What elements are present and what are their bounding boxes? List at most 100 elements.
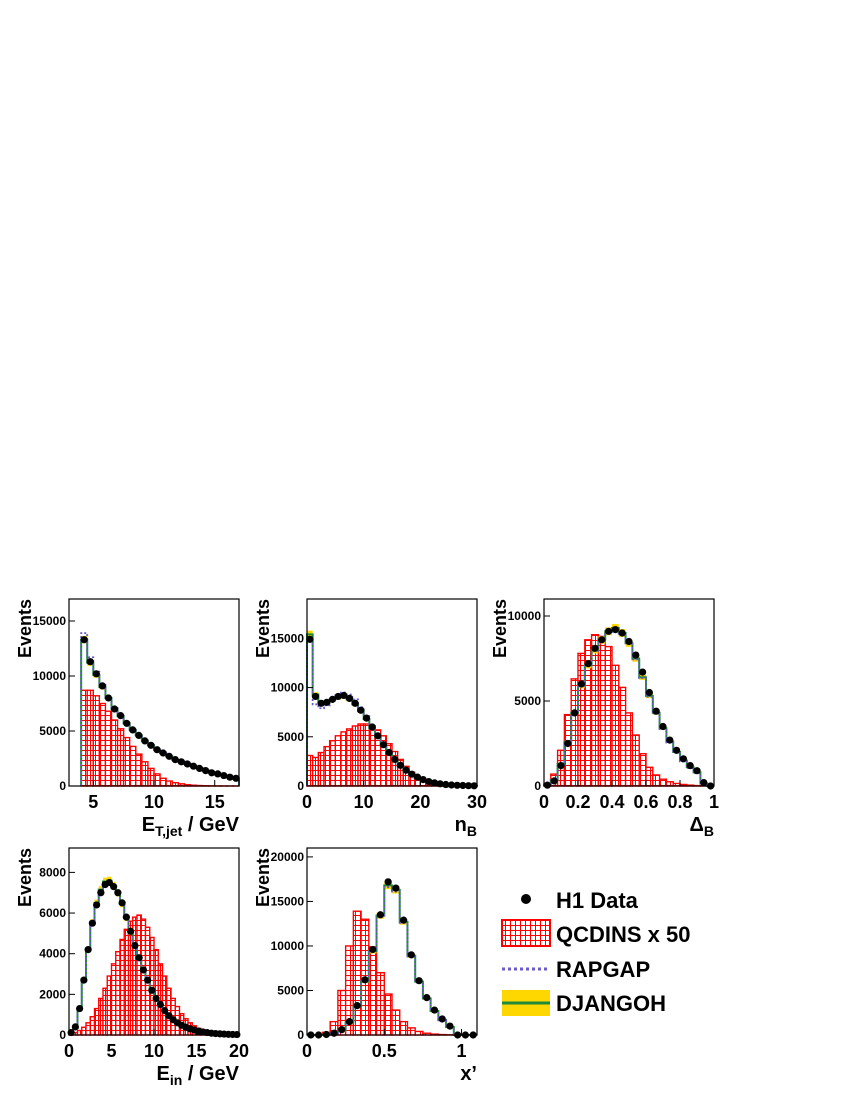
data-point [161, 1007, 169, 1015]
x-tick-label: 0 [539, 792, 549, 812]
data-point [171, 756, 179, 764]
y-tick-label: 10000 [508, 609, 542, 623]
data-point [334, 692, 342, 701]
data-point [214, 770, 222, 778]
data-point [384, 878, 392, 886]
data-point [80, 636, 88, 644]
data-point [131, 941, 139, 950]
x-tick-label: 1 [709, 792, 719, 812]
data-point [543, 781, 552, 789]
data-point [591, 644, 599, 652]
y-tick-label: 15000 [271, 894, 305, 908]
data-point [127, 927, 135, 935]
qcdins-bar [563, 713, 572, 787]
data-point [123, 719, 131, 727]
data-point [202, 767, 210, 775]
data-point [407, 951, 415, 959]
data-point [148, 986, 156, 994]
data-point [374, 732, 382, 740]
legend-label-qcdins: QCDINS x 50 [556, 922, 691, 947]
x-tick-label: 5 [88, 792, 98, 812]
data-point [557, 762, 565, 770]
y-tick-label: 10000 [271, 939, 305, 953]
data-point [122, 913, 130, 921]
data-point [362, 714, 371, 722]
qcdins-bar [597, 635, 606, 787]
qcdins-bar [323, 745, 331, 787]
legend-label-djangoh: DJANGOH [556, 991, 666, 1016]
x-tick-label: 0.8 [667, 792, 692, 812]
x-axis-label: x’ [460, 1063, 477, 1085]
data-point [564, 739, 572, 748]
x-tick-label: 15 [186, 1041, 206, 1061]
qcdins-bar [611, 664, 620, 787]
y-tick-label: 5000 [277, 983, 304, 997]
qcdins-bar [159, 777, 167, 787]
x-tick-label: 0 [302, 1041, 312, 1061]
data-point [114, 889, 122, 897]
qcdins-bar [631, 734, 640, 787]
data-point [110, 705, 119, 713]
data-point [135, 731, 143, 740]
x-tick-label: 1 [457, 1041, 467, 1061]
legend-label-data: H1 Data [556, 888, 639, 913]
data-point [144, 976, 152, 984]
qcdins-bar [116, 728, 125, 787]
data-point [577, 680, 586, 688]
y-tick-label: 10000 [33, 669, 67, 683]
data-point [345, 1018, 354, 1026]
data-point [357, 706, 365, 714]
rapgap-series-line [307, 886, 477, 1036]
data-point [550, 777, 558, 785]
data-point [361, 976, 369, 984]
data-point [693, 767, 701, 775]
y-tick-label: 5000 [514, 694, 541, 708]
qcdins-bar [86, 689, 94, 787]
qcdins-bar [352, 910, 362, 1036]
y-axis-label: Events [253, 848, 273, 907]
data-point [415, 977, 423, 985]
data-point [92, 670, 100, 678]
x-axis-label: ΔB [690, 814, 715, 839]
data-point [328, 695, 337, 703]
data-point [700, 779, 708, 787]
data-point [86, 658, 94, 666]
x-tick-label: 0 [302, 792, 312, 812]
data-point [369, 945, 377, 954]
x-tick-label: 10 [354, 792, 374, 812]
qcdins-bar [383, 993, 393, 1036]
qcdins-bar [311, 756, 320, 787]
data-point [80, 976, 88, 984]
panel-ein: 0 5 10 15 20 0 2000 4000 6000 8000 Events Ein / GeV [15, 847, 249, 1088]
data-point [413, 773, 422, 781]
legend-qcdins-swatch [501, 919, 551, 947]
data-point [195, 764, 204, 773]
data-point [208, 769, 216, 777]
qcdins-bar [153, 773, 161, 787]
data-point [659, 722, 667, 731]
qcdins-bar [165, 780, 173, 787]
data-point [430, 779, 439, 787]
data-point [338, 1026, 346, 1034]
qcdins-bar [624, 712, 634, 787]
data-point [117, 712, 125, 720]
data-point [625, 637, 633, 646]
qcdins-bar [391, 1009, 401, 1036]
data-point [306, 635, 314, 643]
data-point [385, 748, 393, 757]
data-point [76, 1004, 84, 1013]
qcdins-bar [135, 753, 143, 787]
data-point [340, 691, 348, 700]
qcdins-bar [334, 735, 342, 787]
qcdins-bar [317, 751, 325, 787]
data-point [118, 899, 126, 907]
y-tick-label: 8000 [39, 865, 66, 879]
data-point [84, 946, 92, 954]
y-tick-label: 0 [534, 779, 541, 793]
y-axis-label: Events [490, 599, 510, 658]
x-tick-label: 0.2 [565, 792, 590, 812]
x-axis-label: nB [455, 814, 477, 839]
qcdins-bar [618, 686, 627, 787]
